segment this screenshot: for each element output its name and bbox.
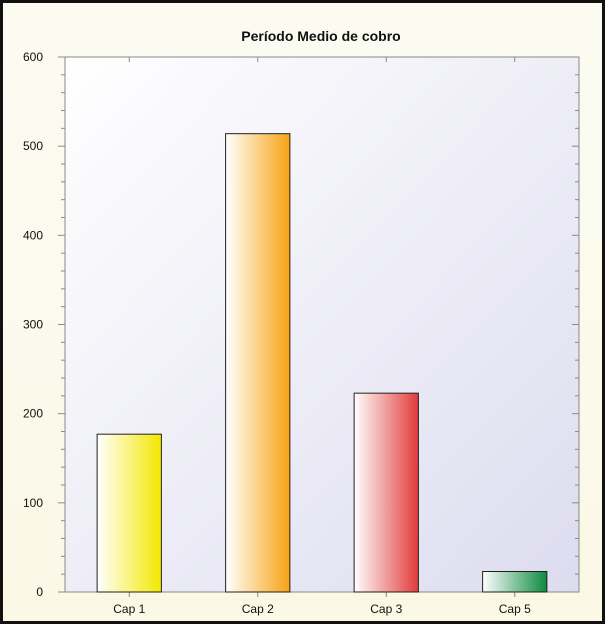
chart-canvas: Período Medio de cobro 0 100 200 300 400 500 6… — [23, 28, 580, 616]
labels-layer: 0 100 200 300 400 500 600 Cap 1 Cap 2 Cap 3 Cap 5 — [23, 50, 531, 616]
chart-title: Período Medio de cobro — [241, 28, 400, 44]
y-tick-label: 200 — [23, 407, 43, 421]
y-tick-label: 0 — [36, 585, 43, 599]
y-tick-label: 500 — [23, 139, 43, 153]
x-tick-label: Cap 3 — [370, 602, 402, 616]
bars-layer — [96, 133, 548, 593]
bar-cap-1 — [96, 433, 162, 593]
x-tick-label: Cap 5 — [499, 602, 531, 616]
bar-cap-3 — [353, 392, 419, 593]
x-tick-label: Cap 2 — [242, 602, 274, 616]
y-tick-label: 300 — [23, 318, 43, 332]
bar-cap-5 — [482, 570, 548, 593]
y-tick-label: 600 — [23, 50, 43, 64]
y-tick-label: 400 — [23, 228, 43, 242]
bar-cap-2 — [225, 133, 291, 593]
y-tick-label: 100 — [23, 496, 43, 510]
axes-layer — [58, 56, 579, 597]
x-tick-label: Cap 1 — [113, 602, 145, 616]
